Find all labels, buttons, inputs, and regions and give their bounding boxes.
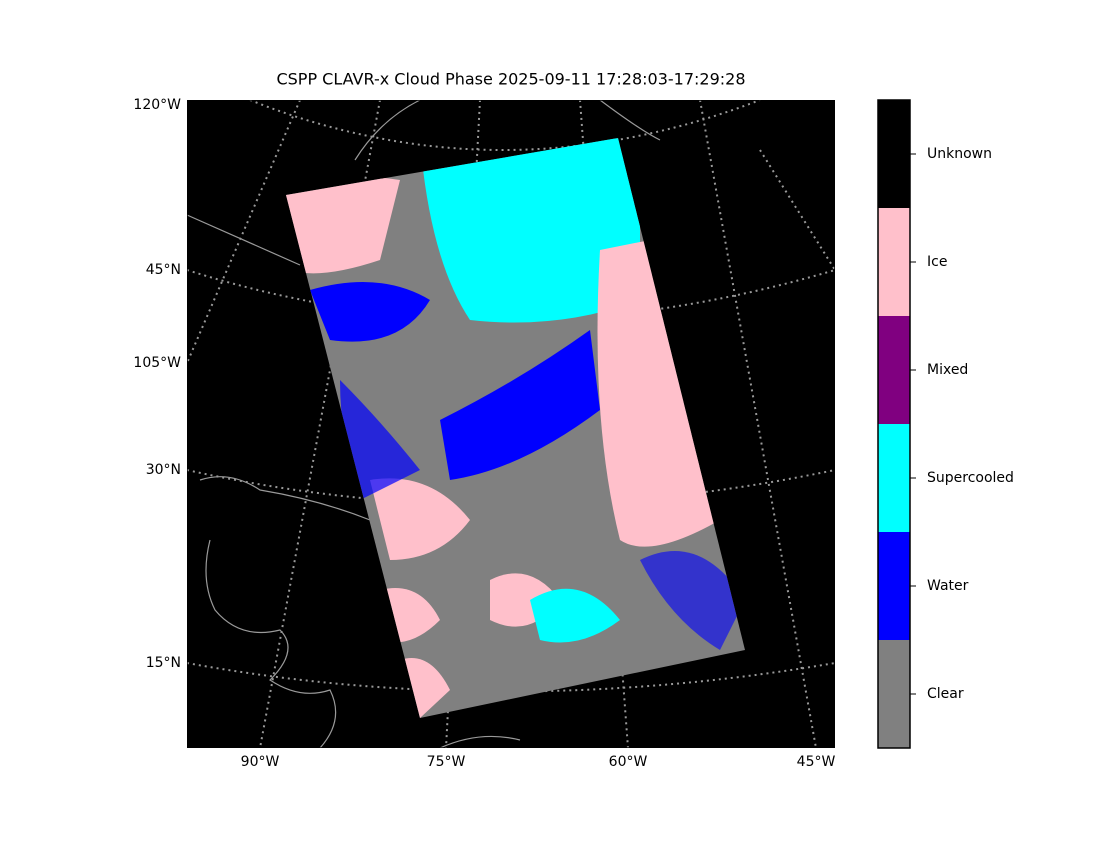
coastline bbox=[187, 100, 661, 748]
title: CSPP CLAVR-x Cloud Phase 2025-09-11 17:2… bbox=[276, 70, 745, 89]
bottom-label: 45°W bbox=[797, 754, 836, 770]
colorbar-segment bbox=[878, 100, 910, 208]
left-label: 15°N bbox=[146, 655, 181, 671]
left-label: 105°W bbox=[133, 355, 181, 371]
colorbar-label: Clear bbox=[927, 686, 964, 702]
bottom-label: 60°W bbox=[609, 754, 648, 770]
colorbar-frame bbox=[877, 99, 911, 749]
colorbar-label: Mixed bbox=[927, 362, 968, 378]
colorbar-segment bbox=[878, 316, 910, 424]
left-label: 45°N bbox=[146, 262, 181, 278]
map-labels: 120°W 45°N 105°W 30°N 15°N 90°W 75°W 60°W 45°W bbox=[133, 97, 835, 770]
colorbar-label: Water bbox=[927, 578, 969, 594]
colorbar-segment bbox=[878, 424, 910, 532]
colorbar-label: Supercooled bbox=[927, 470, 1014, 486]
colorbar-segment bbox=[878, 532, 910, 640]
map bbox=[187, 100, 835, 748]
colorbar-label: Ice bbox=[927, 254, 947, 270]
colorbar-segment bbox=[878, 640, 910, 748]
colorbar-label: Unknown bbox=[927, 146, 992, 162]
colorbar-segment bbox=[878, 208, 910, 316]
bottom-label: 75°W bbox=[427, 754, 466, 770]
left-label: 120°W bbox=[133, 97, 181, 113]
colorbar: Clear Water Supercooled Mixed Ice Unknown bbox=[877, 99, 1014, 749]
bottom-label: 90°W bbox=[241, 754, 280, 770]
left-label: 30°N bbox=[146, 462, 181, 478]
